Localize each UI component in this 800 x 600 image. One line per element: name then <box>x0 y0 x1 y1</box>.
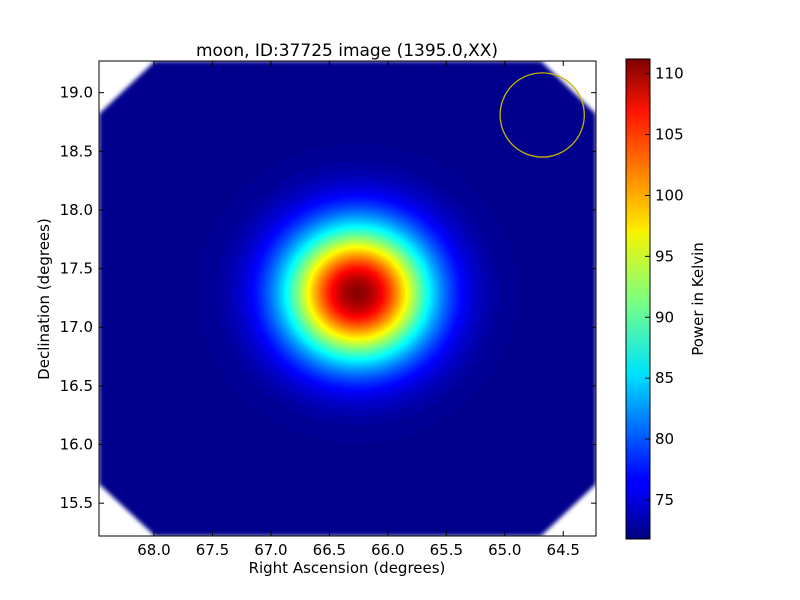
colorbar-tick-label: 100 <box>655 186 684 204</box>
y-tick-label: 16.5 <box>60 377 93 395</box>
y-tick-label: 17.0 <box>60 318 93 336</box>
x-axis-label: Right Ascension (degrees) <box>249 559 446 577</box>
colorbar: 75 80 85 90 95 100 105 110 Power in Kelvin <box>625 58 707 540</box>
y-tick-label: 18.0 <box>60 201 93 219</box>
colorbar-tick-label: 95 <box>655 247 674 265</box>
colorbar-frame <box>625 58 651 540</box>
x-tick-label: 68.0 <box>137 541 170 559</box>
colorbar-label: Power in Kelvin <box>689 242 707 356</box>
colorbar-tick-label: 105 <box>655 126 684 144</box>
x-tick-label: 67.0 <box>254 541 287 559</box>
colorbar-ticks: 75 80 85 90 95 100 105 110 <box>645 65 684 509</box>
y-tick-label: 15.5 <box>60 494 93 512</box>
x-tick-label: 65.5 <box>430 541 463 559</box>
colorbar-tick-label: 90 <box>655 308 674 326</box>
y-tick-label: 18.5 <box>60 142 93 160</box>
y-tick-label: 16.0 <box>60 436 93 454</box>
x-tick-label: 66.0 <box>371 541 404 559</box>
beam-circle <box>499 72 585 158</box>
y-tick-label: 17.5 <box>60 260 93 278</box>
plot-area <box>99 61 596 536</box>
x-tick-label: 67.5 <box>196 541 229 559</box>
y-axis-label: Declination (degrees) <box>35 218 53 380</box>
heatmap-source <box>196 143 519 443</box>
colorbar-tick-label: 75 <box>655 491 674 509</box>
plot-frame <box>98 60 597 537</box>
x-tick-label: 65.0 <box>488 541 521 559</box>
y-tick-label: 19.0 <box>60 84 93 102</box>
x-axis: 68.0 67.5 67.0 66.5 66.0 65.5 65.0 64.5 <box>137 61 580 559</box>
heatmap-contour-ring <box>351 287 364 299</box>
y-axis: 15.5 16.0 16.5 17.0 17.5 18.0 18.5 19.0 <box>60 84 596 512</box>
chart-title: moon, ID:37725 image (1395.0,XX) <box>196 41 498 61</box>
x-tick-label: 66.5 <box>313 541 346 559</box>
colorbar-tick-label: 85 <box>655 369 674 387</box>
x-tick-label: 64.5 <box>547 541 580 559</box>
colorbar-tick-label: 80 <box>655 430 674 448</box>
colorbar-tick-label: 110 <box>655 65 684 83</box>
colorbar-gradient <box>626 59 650 539</box>
